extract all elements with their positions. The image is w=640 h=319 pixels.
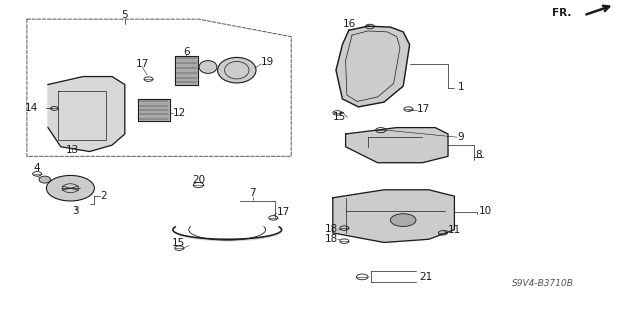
Text: 7: 7 [250, 188, 256, 198]
Polygon shape [346, 128, 448, 163]
Text: 12: 12 [173, 108, 186, 118]
Polygon shape [48, 77, 125, 152]
Text: 10: 10 [479, 205, 492, 216]
Text: 13: 13 [66, 145, 79, 155]
Ellipse shape [199, 61, 217, 73]
Text: 20: 20 [192, 174, 205, 185]
Text: 15: 15 [172, 238, 185, 248]
Text: 3: 3 [72, 205, 79, 216]
Polygon shape [138, 99, 170, 121]
Text: 2: 2 [100, 191, 107, 201]
Text: 19: 19 [261, 57, 275, 67]
Text: 11: 11 [448, 225, 461, 235]
Text: 8: 8 [476, 150, 482, 160]
Text: 17: 17 [417, 104, 431, 114]
Text: S9V4-B3710B: S9V4-B3710B [512, 279, 574, 288]
Text: 5: 5 [122, 10, 128, 20]
Text: 9: 9 [458, 131, 464, 142]
Text: 6: 6 [183, 47, 189, 57]
Text: 18: 18 [324, 224, 338, 234]
Text: 21: 21 [419, 272, 433, 282]
Text: 18: 18 [324, 234, 338, 244]
Text: 16: 16 [342, 19, 356, 29]
Text: 17: 17 [136, 59, 148, 69]
Ellipse shape [39, 176, 51, 183]
Text: FR.: FR. [552, 8, 572, 19]
Polygon shape [336, 26, 410, 107]
Circle shape [390, 214, 416, 226]
Polygon shape [333, 190, 454, 242]
Text: 4: 4 [34, 163, 40, 174]
Text: 1: 1 [458, 82, 464, 92]
Polygon shape [175, 56, 198, 85]
Text: 17: 17 [276, 207, 290, 217]
Ellipse shape [47, 175, 95, 201]
Text: 15: 15 [333, 112, 346, 122]
Ellipse shape [218, 57, 256, 83]
Text: 14: 14 [24, 103, 38, 114]
